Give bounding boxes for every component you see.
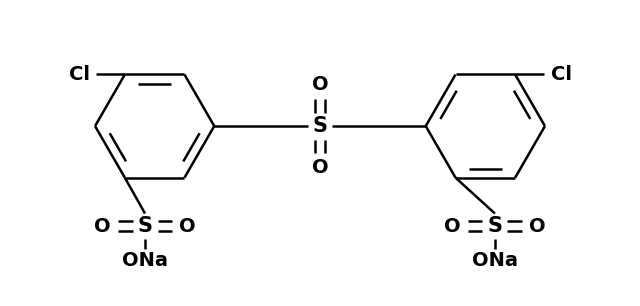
Text: Cl: Cl <box>551 65 572 84</box>
Text: O: O <box>95 217 111 236</box>
Text: S: S <box>138 216 152 236</box>
Text: O: O <box>179 217 196 236</box>
Text: S: S <box>312 116 328 136</box>
Text: ONa: ONa <box>122 251 168 270</box>
Text: Cl: Cl <box>69 65 90 84</box>
Text: ONa: ONa <box>472 251 518 270</box>
Text: O: O <box>444 217 461 236</box>
Text: O: O <box>312 75 328 94</box>
Text: O: O <box>312 158 328 177</box>
Text: O: O <box>529 217 545 236</box>
Text: S: S <box>488 216 502 236</box>
